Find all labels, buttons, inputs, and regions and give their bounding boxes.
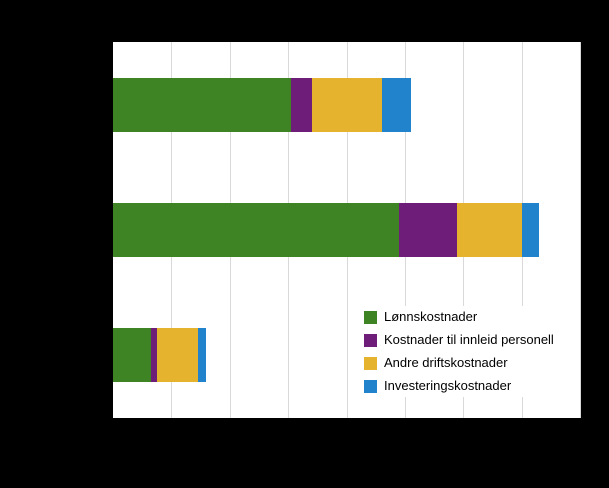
- legend-item: Andre driftskostnader: [364, 354, 554, 372]
- bar-segment: [197, 328, 207, 383]
- plot-area: Lønnskostnader Kostnader til innleid pers…: [113, 42, 581, 418]
- legend-label: Andre driftskostnader: [384, 355, 508, 370]
- vertical-gridline: [580, 42, 581, 418]
- bar-row: [113, 203, 580, 257]
- legend-swatch-icon: [364, 310, 377, 324]
- legend-item: Investeringskostnader: [364, 377, 554, 395]
- bar-segment: [381, 77, 411, 132]
- bar-segment: [113, 328, 151, 383]
- legend-item: Kostnader til innleid personell: [364, 331, 554, 349]
- bar-row: [113, 328, 580, 383]
- legend-swatch-icon: [364, 379, 377, 393]
- bar-segment: [113, 203, 400, 257]
- bar-segment: [399, 203, 458, 257]
- legend-swatch-icon: [364, 356, 377, 370]
- legend-item: Lønnskostnader: [364, 308, 554, 326]
- bar-row: [113, 77, 580, 132]
- bar-segment: [150, 328, 157, 383]
- legend-swatch-icon: [364, 333, 377, 347]
- bar-segment: [521, 203, 540, 257]
- legend-label: Lønnskostnader: [384, 309, 478, 324]
- legend-label: Kostnader til innleid personell: [384, 332, 554, 347]
- bar-segment: [311, 77, 382, 132]
- bar-segment: [113, 77, 292, 132]
- legend: Lønnskostnader Kostnader til innleid pers…: [360, 306, 558, 397]
- legend-label: Investeringskostnader: [384, 378, 512, 393]
- bar-segment: [291, 77, 312, 132]
- bar-segment: [457, 203, 522, 257]
- bar-segment: [156, 328, 198, 383]
